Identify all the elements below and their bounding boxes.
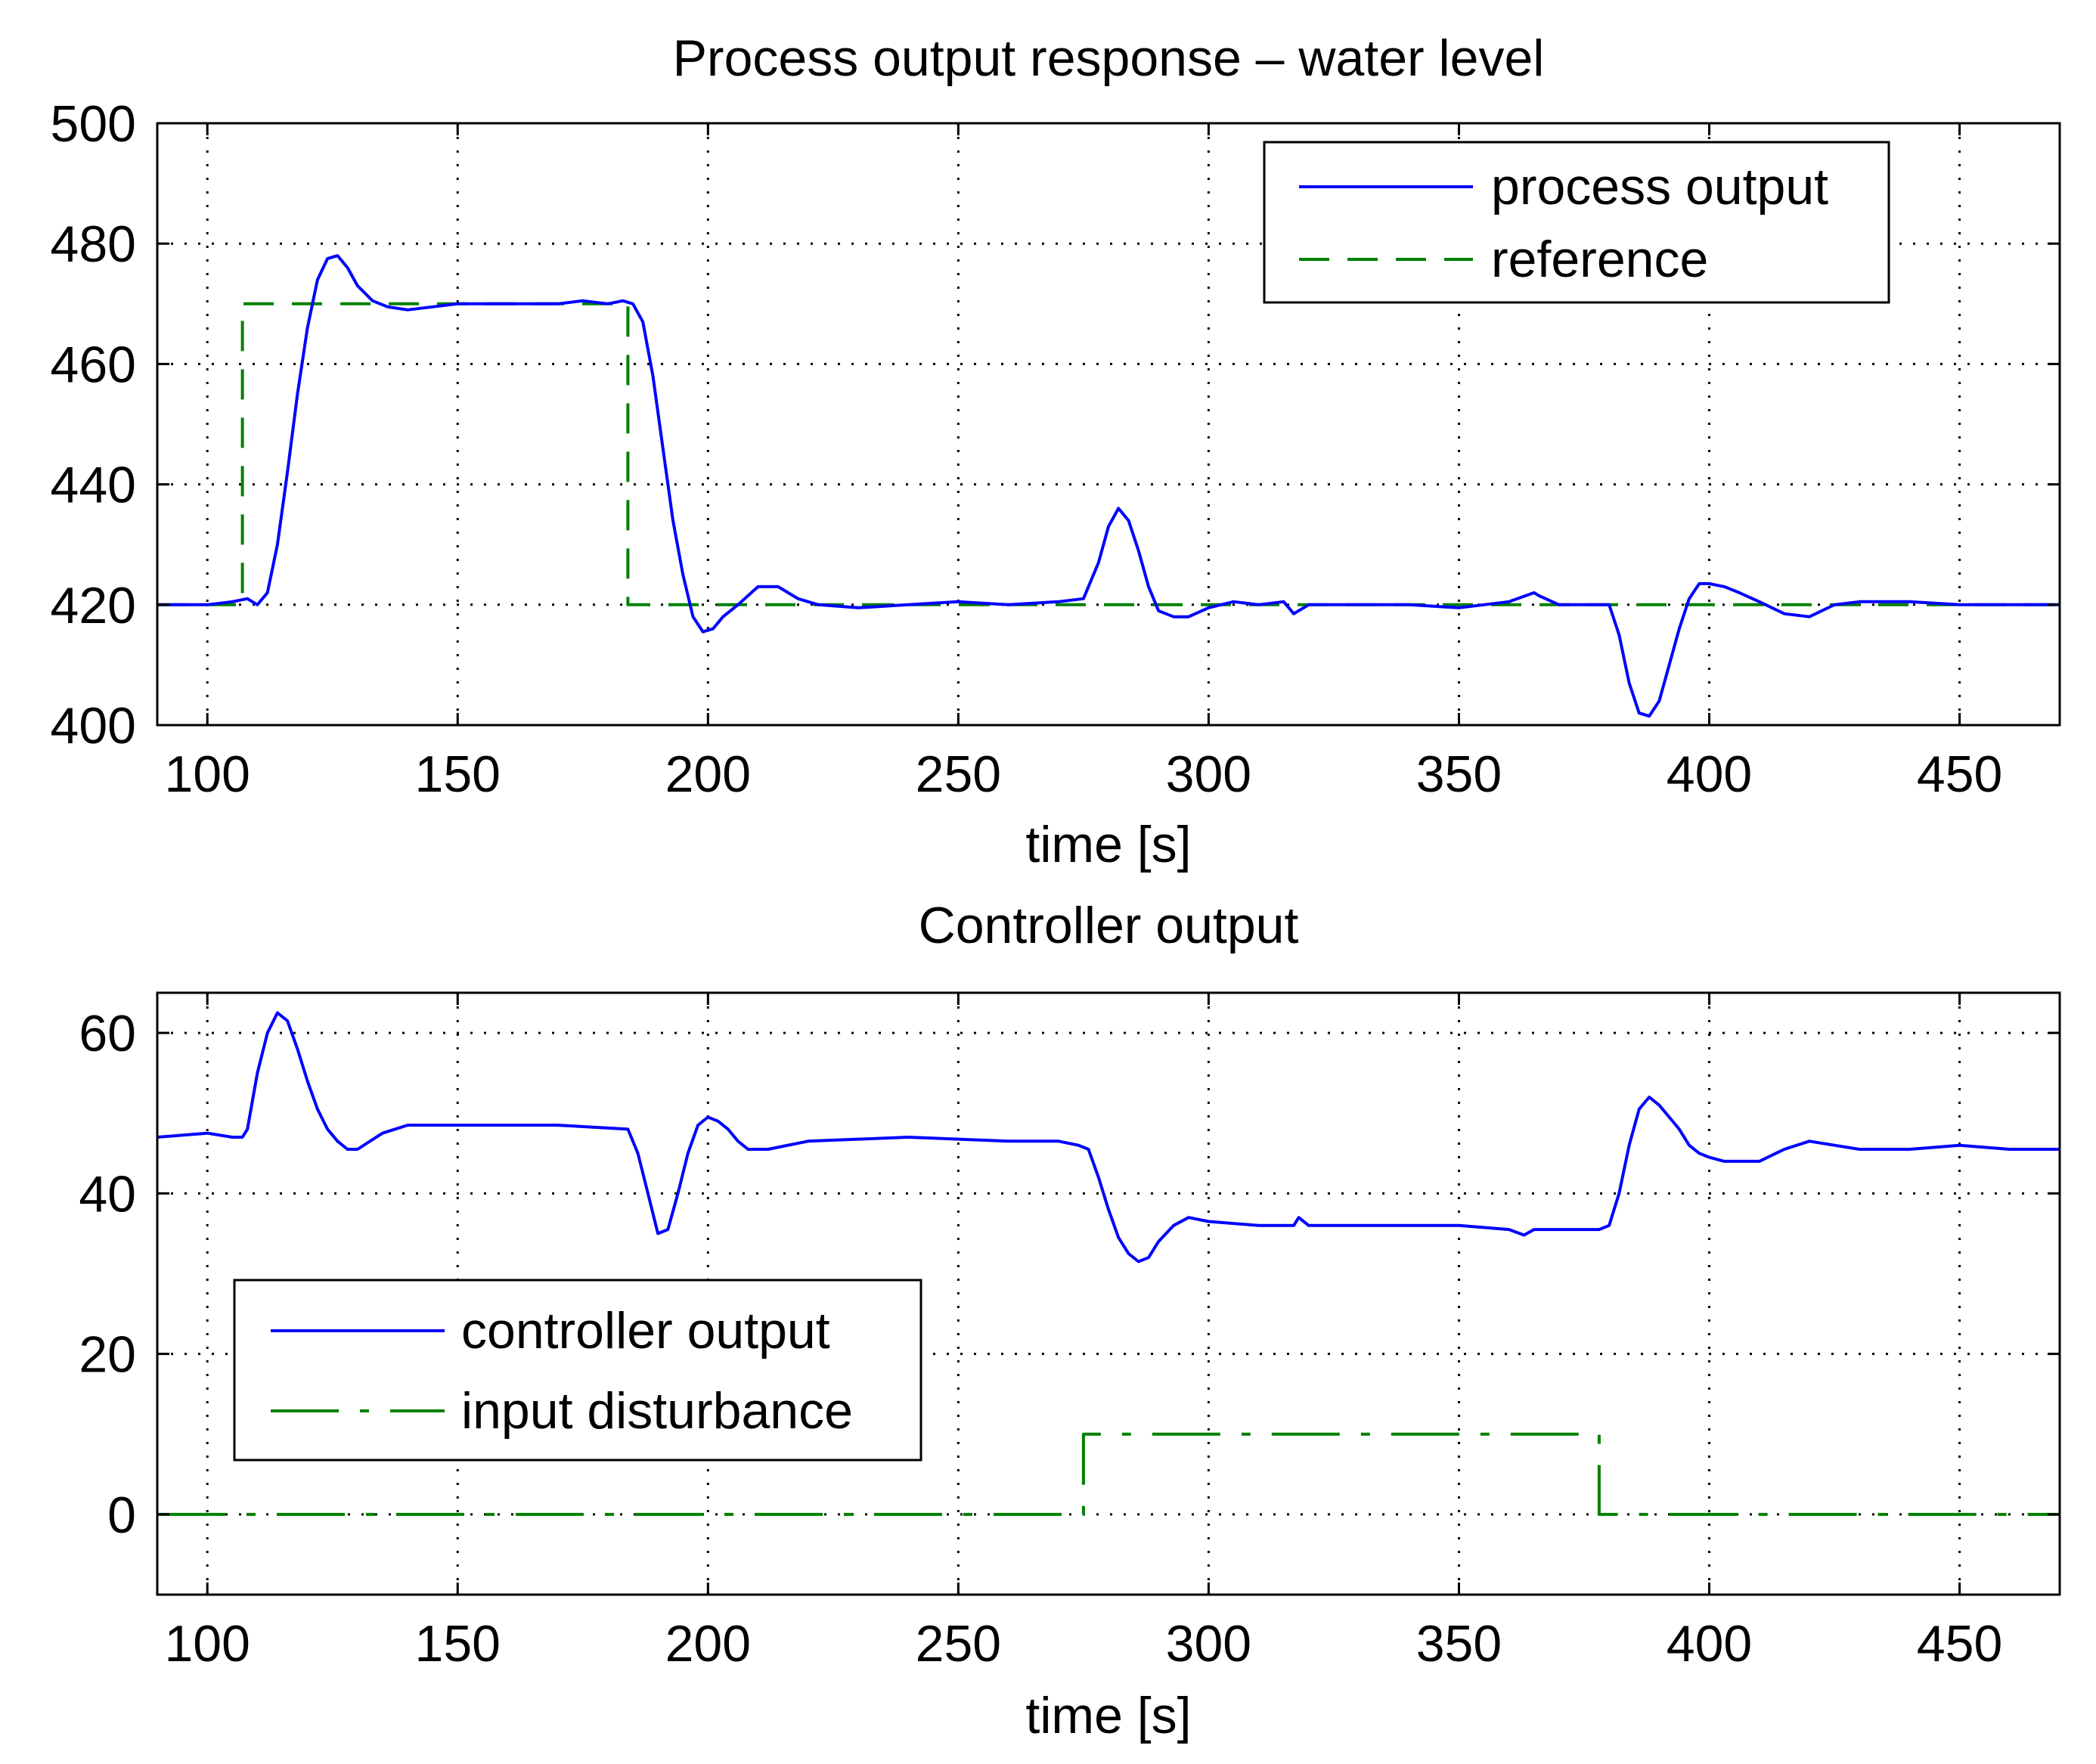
x-tick-label: 350 xyxy=(1416,1615,1502,1673)
y-tick-label: 420 xyxy=(51,577,136,634)
y-tick-label: 400 xyxy=(51,697,136,755)
process-output-plot: Process output response – water level 10… xyxy=(51,29,2061,873)
tick-marks xyxy=(157,993,2060,1595)
legend-label-controller-output: controller output xyxy=(461,1302,830,1359)
x-tick-label: 200 xyxy=(665,1615,751,1673)
x-tick-label: 450 xyxy=(1917,746,2002,803)
tick-marks xyxy=(157,122,2060,727)
legend-box xyxy=(233,1279,922,1462)
plot-title: Controller output xyxy=(919,897,1299,954)
grid-lines xyxy=(157,122,2060,727)
legend-label-input-disturbance: input disturbance xyxy=(461,1382,853,1440)
x-tick-label: 100 xyxy=(164,1615,250,1673)
legend-label-process-output: process output xyxy=(1491,158,1828,215)
x-tick-label: 450 xyxy=(1917,1615,2002,1673)
x-axis-label: time [s] xyxy=(1025,816,1191,873)
x-tick-label: 250 xyxy=(916,746,1001,803)
y-tick-label: 40 xyxy=(79,1165,136,1223)
y-tick-label: 460 xyxy=(51,336,136,393)
x-tick-label: 200 xyxy=(665,746,751,803)
legend: controller output input disturbance xyxy=(233,1279,922,1462)
x-tick-label: 150 xyxy=(415,746,501,803)
tick-labels: 100 150 200 250 300 350 400 450 400 420 440 460 480 5… xyxy=(51,95,2003,803)
y-tick-label: 440 xyxy=(51,457,136,514)
y-tick-label: 480 xyxy=(51,215,136,273)
series-line-controller-output xyxy=(157,1011,2060,1263)
x-tick-label: 300 xyxy=(1166,1615,1251,1673)
y-tick-label: 0 xyxy=(107,1487,136,1544)
tick-labels: 100 150 200 250 300 350 400 450 0 20 40 60 xyxy=(79,1005,2002,1673)
x-tick-label: 100 xyxy=(164,746,250,803)
series-line-reference xyxy=(157,302,2060,606)
legend: process output reference xyxy=(1263,141,1890,304)
plot-title: Process output response – water level xyxy=(673,29,1545,87)
series-group xyxy=(157,254,2060,718)
series-line-process-output xyxy=(157,254,2060,718)
x-tick-label: 300 xyxy=(1166,746,1251,803)
x-tick-label: 350 xyxy=(1416,746,1502,803)
x-tick-label: 400 xyxy=(1667,1615,1752,1673)
series-group xyxy=(157,1011,2060,1516)
y-tick-label: 20 xyxy=(79,1326,136,1384)
x-tick-label: 250 xyxy=(916,1615,1001,1673)
series-line-input-disturbance xyxy=(157,1432,2060,1516)
axes-frame xyxy=(156,991,2061,1596)
x-axis-label: time [s] xyxy=(1025,1687,1191,1744)
legend-label-reference: reference xyxy=(1491,231,1708,288)
y-tick-label: 60 xyxy=(79,1005,136,1062)
x-tick-label: 150 xyxy=(415,1615,501,1673)
axes-frame xyxy=(156,122,2061,727)
x-tick-label: 400 xyxy=(1667,746,1752,803)
legend-box xyxy=(1263,141,1890,304)
controller-output-plot: Controller output 100 150 200 250 300 350 400 4… xyxy=(79,897,2061,1744)
y-tick-label: 500 xyxy=(51,95,136,153)
